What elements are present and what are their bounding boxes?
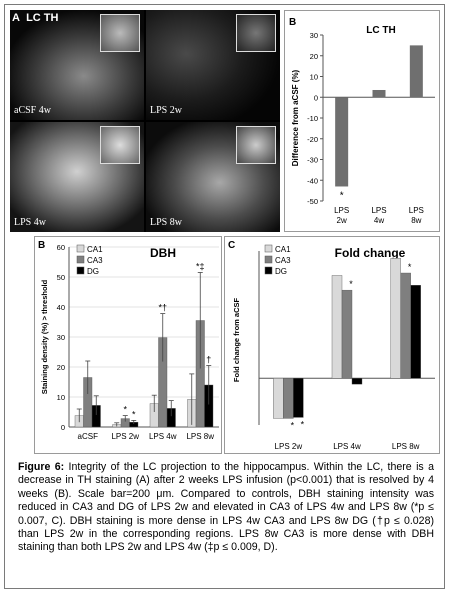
fold-change-chart: C Fold change Fold change from aCSF LPS 2w L… <box>228 240 435 451</box>
legend-swatch <box>76 266 85 275</box>
x-tick-label: 8w <box>411 216 421 225</box>
significance-marker: * <box>340 190 344 201</box>
legend-label: CA1 <box>275 245 291 254</box>
legend-swatch <box>264 255 273 264</box>
legend-label: CA1 <box>87 245 103 254</box>
y-axis-label: Difference from aCSF (%) <box>291 69 300 166</box>
micrograph-lps-2w: LPS 2w <box>146 10 280 120</box>
chart-title: Fold change <box>335 246 406 260</box>
micrograph-label: LPS 8w <box>150 217 182 228</box>
bar <box>341 289 353 379</box>
bar <box>372 89 386 98</box>
y-tick-label: 30 <box>310 31 318 40</box>
y-tick-label: 0 <box>314 93 318 102</box>
significance-marker: * <box>123 405 127 415</box>
micrograph-inset <box>100 126 140 164</box>
significance-marker: * <box>408 262 412 272</box>
x-tick-label: aCSF <box>78 432 99 441</box>
y-tick-label: 20 <box>57 363 65 372</box>
panel-a-micrographs: aCSF 4w LPS 2w LPS 4w <box>10 10 280 232</box>
y-tick-label: 10 <box>57 393 65 402</box>
y-tick-label: -10 <box>307 114 318 123</box>
y-tick-label: -50 <box>307 197 318 206</box>
x-tick-label: LPS <box>409 206 424 215</box>
micrograph-label: LPS 4w <box>14 217 46 228</box>
micrograph-inset <box>236 14 276 52</box>
legend-label: CA3 <box>87 256 103 265</box>
bar <box>273 378 284 419</box>
figure-frame <box>4 4 445 589</box>
x-tick-label: LPS 4w <box>333 442 361 451</box>
legend-swatch <box>264 244 273 253</box>
caption-label: Figure 6: <box>18 461 65 473</box>
y-tick-label: 60 <box>57 243 65 252</box>
panel-a-title: LC TH <box>26 12 59 24</box>
x-tick-label: LPS <box>334 206 349 215</box>
panel-a-heading: A LC TH <box>12 12 58 24</box>
y-tick-label: 30 <box>57 333 65 342</box>
y-tick-label: -30 <box>307 156 318 165</box>
x-tick-label: LPS <box>371 206 386 215</box>
x-tick-label: 2w <box>337 216 347 225</box>
legend-label: DG <box>87 267 99 276</box>
significance-marker: * <box>132 409 136 419</box>
significance-marker: * <box>291 420 295 430</box>
legend-swatch <box>76 244 85 253</box>
micrograph-inset <box>100 14 140 52</box>
legend-swatch <box>264 266 273 275</box>
y-tick-label: -20 <box>307 135 318 144</box>
micrograph-lps-4w: LPS 4w <box>10 122 144 232</box>
panel-letter: C <box>228 240 235 251</box>
panel-b-lc-th: B LC TH -50 -40 -30 -20 -10 0 10 20 30 Difference f… <box>284 10 440 232</box>
significance-marker: † <box>206 355 211 365</box>
bar <box>331 275 343 379</box>
x-tick-label: 4w <box>374 216 384 225</box>
y-tick-label: 20 <box>310 52 318 61</box>
bar <box>409 45 423 98</box>
panel-a-letter: A <box>12 12 20 24</box>
y-tick-label: 50 <box>57 273 65 282</box>
x-tick-label: LPS 4w <box>149 432 177 441</box>
x-tick-label: LPS 8w <box>186 432 214 441</box>
panel-letter: B <box>289 17 296 28</box>
bar <box>400 272 411 379</box>
chart-title: LC TH <box>366 25 395 36</box>
significance-marker: * <box>301 419 305 429</box>
panel-b-dbh: B DBH 0 10 20 30 40 50 60 Staining density (%) > … <box>34 236 222 454</box>
significance-marker: * <box>349 279 353 289</box>
chart-title: DBH <box>150 246 176 260</box>
bar <box>283 378 294 419</box>
panel-letter: B <box>38 240 45 251</box>
x-tick-label: LPS 2w <box>275 442 303 451</box>
micrograph-acsf-4w: aCSF 4w <box>10 10 144 120</box>
micrograph-label: aCSF 4w <box>14 105 51 116</box>
bar <box>335 97 349 187</box>
micrograph-label: LPS 2w <box>150 105 182 116</box>
micrograph-inset <box>236 126 276 164</box>
significance-marker: *† <box>158 303 167 313</box>
legend-swatch <box>76 255 85 264</box>
bar <box>410 285 421 379</box>
legend-label: CA3 <box>275 256 291 265</box>
lc-th-chart: B LC TH -50 -40 -30 -20 -10 0 10 20 30 Difference f… <box>289 17 435 225</box>
y-tick-label: 40 <box>57 303 65 312</box>
panel-c-fold-change: C Fold change Fold change from aCSF LPS 2w L… <box>224 236 440 454</box>
figure-caption: Figure 6: Integrity of the LC projection… <box>18 461 434 555</box>
y-tick-label: 0 <box>61 423 65 432</box>
significance-marker: *‡ <box>196 262 205 272</box>
bar <box>351 378 363 385</box>
y-axis-label: Staining density (%) > threshold <box>40 279 49 394</box>
y-tick-label: 10 <box>310 73 318 82</box>
bar <box>390 258 401 379</box>
y-tick-label: -40 <box>307 176 318 185</box>
x-tick-label: LPS 2w <box>111 432 139 441</box>
caption-text: Integrity of the LC projection to the hi… <box>18 461 434 554</box>
micrograph-lps-8w: LPS 8w <box>146 122 280 232</box>
y-axis-label: Fold change from aCSF <box>232 298 241 383</box>
bar <box>293 378 304 418</box>
x-tick-label: LPS 8w <box>392 442 420 451</box>
legend-label: DG <box>275 267 287 276</box>
dbh-chart: B DBH 0 10 20 30 40 50 60 Staining density (%) > … <box>38 240 219 441</box>
